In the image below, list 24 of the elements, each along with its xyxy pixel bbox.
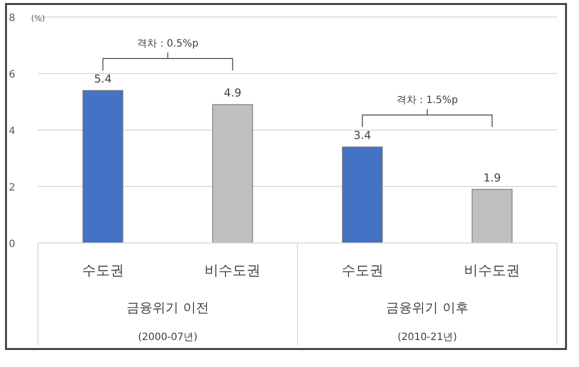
annotation: 격차 : 0.5%p [137,38,198,50]
data-label: 3.4 [354,128,372,142]
y-tick-label: 2 [8,182,16,194]
x-tick-label: 수도권 [82,263,124,279]
x-tick-label: 비수도권 [464,263,520,279]
y-tick-label: 8 [8,13,16,24]
x-tick-label: 비수도권 [204,263,261,279]
text: 금융위기 이후 [386,301,468,316]
y-axis-title: (%) [31,14,45,23]
data-label: 1.9 [483,171,501,184]
annotation: 격차 : 1.5%p [396,94,458,106]
data-label: 5.4 [94,72,112,86]
bar [212,104,254,244]
text: (2000-07년) [138,332,198,343]
text: (2010-21년) [397,332,458,343]
data-label: 4.9 [224,86,242,100]
y-tick-label: 6 [8,70,16,80]
y-tick-label: 0 [8,239,16,250]
bar [472,188,513,244]
x-tick-label: 수도권 [341,263,384,279]
text: 금융위기 이전 [126,301,209,316]
bar [342,146,383,244]
bar [82,90,124,244]
y-tick-label: 4 [8,126,16,137]
